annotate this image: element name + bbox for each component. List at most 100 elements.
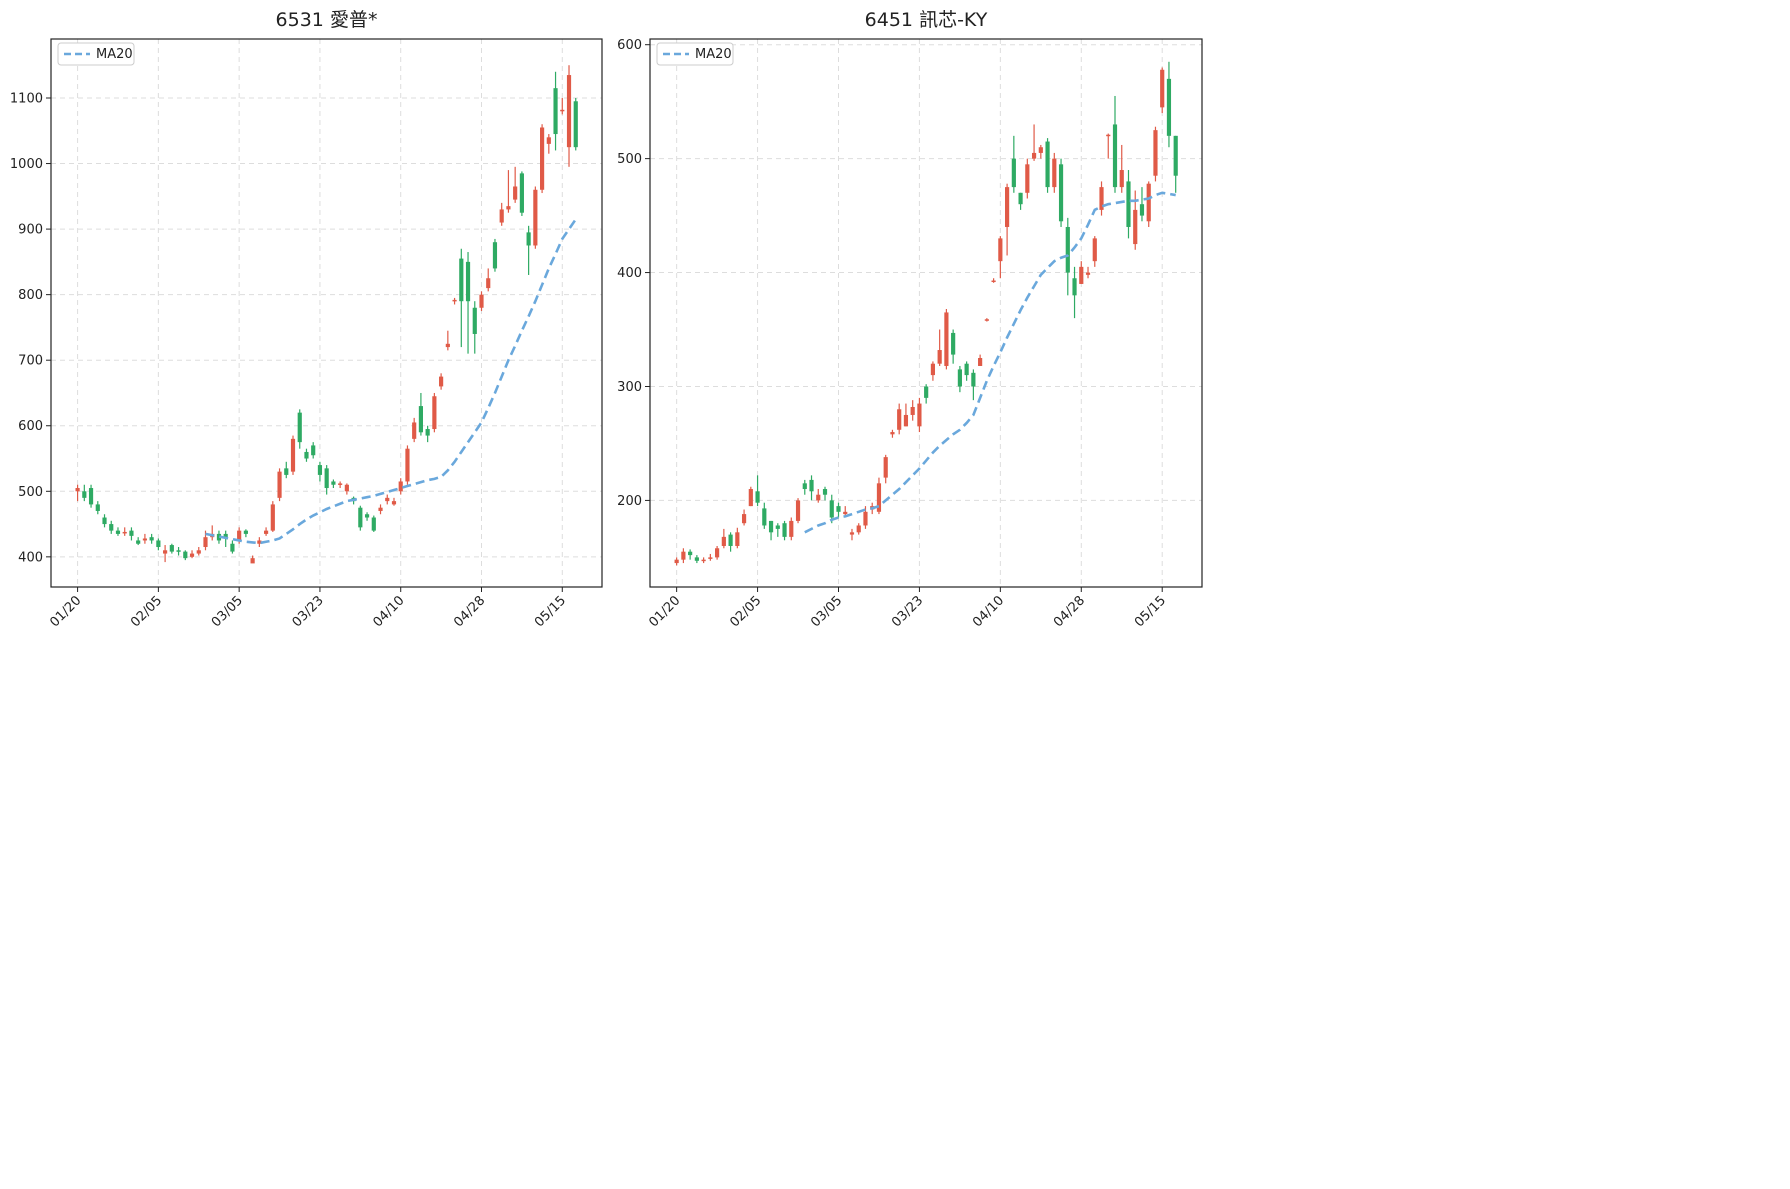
candle-body (250, 558, 255, 564)
candle-body (425, 429, 430, 436)
candle-body (951, 332, 956, 355)
candle-body (136, 540, 141, 544)
candle-body (237, 530, 242, 541)
y-tick-label: 300 (617, 380, 642, 395)
candle-body (1065, 226, 1070, 273)
y-tick-label: 800 (18, 288, 43, 303)
candle-body (688, 551, 693, 556)
candle-body (789, 520, 794, 537)
candle-body (897, 409, 902, 430)
candle-body (762, 508, 767, 526)
candle-body (465, 261, 471, 302)
candle-body (344, 484, 349, 492)
candle-body (75, 488, 80, 492)
candle-body (378, 507, 383, 511)
candle-body (317, 465, 323, 475)
candle-body (445, 343, 450, 348)
y-tick-label: 1000 (10, 157, 43, 172)
candle-body (1025, 164, 1030, 193)
candle-body (304, 451, 309, 459)
candle-body (681, 551, 686, 560)
candle-body (176, 550, 181, 552)
x-tick-label: 04/28 (451, 593, 488, 630)
y-tick-label: 400 (617, 266, 642, 281)
candle-body (129, 530, 134, 536)
candle-body (189, 553, 195, 557)
candle-body (1038, 147, 1043, 153)
candle-body (183, 551, 188, 559)
candle-body (1085, 272, 1091, 275)
candle-body (169, 545, 174, 552)
x-tick-label: 04/10 (970, 593, 1007, 630)
candle-body (755, 491, 760, 503)
candle-body (1166, 78, 1172, 136)
candle-body (243, 530, 248, 534)
candle-body (903, 414, 909, 427)
candle-body (412, 422, 417, 439)
candle-body (971, 372, 976, 387)
candle-body (492, 242, 498, 269)
candle-body (1126, 181, 1131, 227)
candle-body (439, 376, 444, 387)
x-tick-label: 02/05 (727, 593, 764, 630)
candle-body (297, 412, 302, 443)
x-tick-label: 03/05 (209, 593, 246, 630)
candle-body (984, 319, 989, 321)
candle-body (486, 278, 491, 289)
candle-body (728, 534, 733, 546)
candle-body (371, 517, 376, 531)
ma-line (804, 191, 1176, 534)
candle-body (863, 511, 868, 526)
candle-body (816, 494, 821, 501)
candle-body (748, 489, 753, 507)
candle-body (1079, 266, 1084, 284)
candle-body (88, 488, 94, 505)
candle-body (883, 457, 888, 478)
candle-body (1099, 187, 1104, 210)
candle-body (358, 507, 363, 528)
candle-body (822, 489, 828, 495)
candle-body (1031, 152, 1037, 159)
candle-body (1133, 209, 1138, 245)
candle-body (156, 540, 161, 548)
candle-body (270, 504, 275, 531)
candle-body (142, 538, 147, 541)
candle-body (910, 406, 915, 415)
y-tick-label: 1100 (10, 91, 43, 106)
ma-line (205, 218, 577, 545)
candle-body (1005, 187, 1010, 227)
candle-body (1153, 130, 1158, 176)
subplot: 6451 訊芯-KY 200 300 400 500 600 01/20 02/05 03/05… (617, 9, 1203, 630)
x-tick-label: 03/05 (808, 593, 845, 630)
candle-body (459, 258, 464, 302)
candle-body (405, 448, 410, 482)
candle-body (566, 75, 572, 148)
candle-body (978, 358, 983, 366)
candle-body (513, 186, 518, 200)
candle-body (1072, 278, 1077, 296)
candle-body (1160, 69, 1165, 108)
x-tick-label: 05/15 (532, 593, 569, 630)
candle-body (849, 532, 855, 535)
candle-body (546, 137, 551, 144)
candle-body (95, 504, 100, 511)
candle-body (836, 506, 841, 512)
candle-body (829, 500, 834, 518)
candle-body (257, 540, 262, 544)
candle-body (930, 363, 936, 376)
candle-body (856, 525, 861, 533)
candle-body (109, 524, 114, 531)
candle-body (263, 530, 269, 534)
candle-body (964, 363, 969, 376)
candle-body (338, 483, 343, 485)
candle-body (768, 520, 774, 533)
x-tick-label: 01/20 (47, 593, 84, 630)
y-tick-label: 700 (18, 354, 43, 369)
candle-body (890, 432, 895, 435)
candle-body (1045, 141, 1050, 188)
candle-body (1139, 204, 1145, 216)
candle-body (526, 232, 531, 246)
candle-body (391, 501, 397, 505)
candle-body (331, 481, 336, 485)
candle-body (311, 445, 316, 456)
